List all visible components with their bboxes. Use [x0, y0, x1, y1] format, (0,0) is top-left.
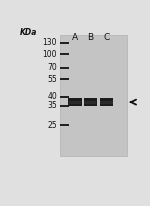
Text: 55: 55 — [47, 75, 57, 84]
Bar — [100, 98, 113, 106]
Bar — [84, 101, 96, 104]
Text: 100: 100 — [43, 50, 57, 59]
Bar — [60, 35, 127, 156]
Text: KDa: KDa — [20, 28, 37, 37]
Text: C: C — [103, 33, 110, 42]
Text: B: B — [87, 33, 93, 42]
Bar — [69, 101, 81, 104]
Bar — [84, 98, 97, 106]
Bar — [68, 98, 82, 106]
Text: 40: 40 — [47, 92, 57, 101]
Bar — [100, 101, 113, 104]
Text: 35: 35 — [47, 101, 57, 110]
Text: 70: 70 — [47, 63, 57, 72]
Text: 130: 130 — [43, 39, 57, 47]
Text: A: A — [72, 33, 78, 42]
Text: 25: 25 — [48, 121, 57, 130]
